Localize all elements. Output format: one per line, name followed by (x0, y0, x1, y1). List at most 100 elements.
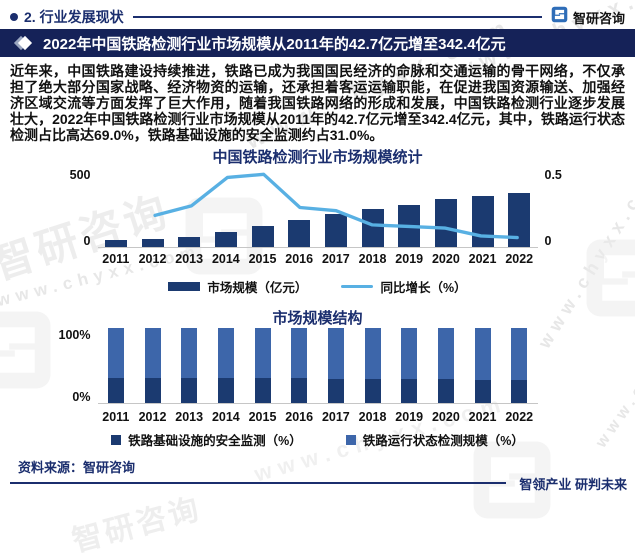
footer-divider (10, 482, 506, 484)
operation-detection-segment (145, 328, 161, 378)
structure-bar (255, 328, 271, 403)
watermark-brand: 智研咨询 (67, 484, 206, 560)
page-header: 2. 行业发展现状 智研咨询 (10, 8, 625, 26)
bullet-icon (10, 13, 18, 21)
section-label: 2. 行业发展现状 (24, 7, 124, 27)
operation-detection-segment (291, 328, 307, 378)
x-axis-label: 2017 (318, 410, 355, 424)
x-axis-label: 2015 (244, 252, 281, 266)
safety-monitoring-segment (108, 378, 124, 404)
operation-detection-segment (511, 328, 527, 380)
x-axis-label: 2019 (391, 410, 428, 424)
x-axis-label: 2013 (171, 410, 208, 424)
legend-label: 同比增长（%） (380, 277, 466, 296)
operation-detection-segment (401, 328, 417, 379)
yoy-growth-line (98, 168, 538, 247)
legend-safety-monitoring: 铁路基础设施的安全监测（%） (111, 430, 302, 449)
x-axis-label: 2012 (134, 410, 171, 424)
structure-bar (511, 328, 527, 403)
report-page: 2. 行业发展现状 智研咨询 2022年中国铁路检测行业市场规模从2011年的4… (0, 8, 635, 491)
safety-monitoring-segment (181, 378, 197, 403)
structure-left-axis: 100% 0% (52, 328, 98, 404)
operation-detection-segment (218, 328, 234, 378)
brand-logo-icon (551, 6, 568, 28)
bar-swatch-icon (168, 282, 200, 291)
x-axis-label: 2021 (464, 252, 501, 266)
safety-monitoring-segment (365, 379, 381, 403)
left-axis: 500 0 (52, 168, 98, 248)
market-size-legend: 市场规模（亿元） 同比增长（%） (0, 278, 635, 294)
summary-paragraph: 近年来，中国铁路建设持续推进，铁路已成为我国国民经济的命脉和交通运输的骨干网络，… (10, 63, 625, 143)
x-axis-label: 2018 (354, 410, 391, 424)
structure-chart: 100% 0% (0, 328, 635, 404)
right-axis-tick-min: 0 (545, 234, 552, 248)
x-axis-label: 2016 (281, 410, 318, 424)
structure-legend: 铁路基础设施的安全监测（%） 铁路运行状态检测规模（%） (0, 432, 635, 447)
operation-detection-segment (108, 328, 124, 378)
x-axis-label: 2016 (281, 252, 318, 266)
market-size-plot (98, 168, 538, 248)
x-axis-label: 2012 (134, 252, 171, 266)
x-axis-label: 2022 (501, 252, 538, 266)
structure-bar (365, 328, 381, 403)
x-axis-label: 2013 (171, 252, 208, 266)
brand-name: 智研咨询 (573, 8, 625, 27)
square-swatch-icon (111, 435, 121, 445)
headline-title: 2022年中国铁路检测行业市场规模从2011年的42.7亿元增至342.4亿元 (43, 33, 506, 54)
market-size-chart-title: 中国铁路检测行业市场规模统计 (0, 146, 635, 164)
safety-monitoring-segment (401, 379, 417, 403)
x-axis-label: 2017 (318, 252, 355, 266)
left-axis-tick-min: 0 (84, 234, 91, 248)
legend-label: 市场规模（亿元） (207, 277, 307, 296)
legend-label: 铁路运行状态检测规模（%） (363, 430, 524, 449)
structure-chart-title: 市场规模结构 (0, 307, 635, 325)
operation-detection-segment (475, 328, 491, 380)
footer-slogan: 智领产业 研判未来 (519, 474, 627, 493)
headline-banner: 2022年中国铁路检测行业市场规模从2011年的42.7亿元增至342.4亿元 (0, 29, 635, 57)
left-axis-tick-max: 500 (70, 168, 91, 182)
structure-bar (328, 328, 344, 403)
safety-monitoring-segment (255, 378, 271, 403)
operation-detection-segment (438, 328, 454, 379)
operation-detection-segment (181, 328, 197, 378)
safety-monitoring-segment (145, 378, 161, 404)
structure-plot (98, 328, 538, 404)
structure-bar (438, 328, 454, 403)
structure-bar (108, 328, 124, 403)
operation-detection-segment (365, 328, 381, 379)
square-swatch-icon (346, 435, 356, 445)
safety-monitoring-segment (291, 378, 307, 403)
x-axis-label: 2018 (354, 252, 391, 266)
data-source: 资料来源：智研咨询 (18, 457, 635, 473)
x-axis-label: 2020 (428, 252, 465, 266)
legend-label: 铁路基础设施的安全监测（%） (128, 430, 302, 449)
structure-bar (475, 328, 491, 403)
x-axis-label: 2014 (208, 252, 245, 266)
safety-monitoring-segment (218, 378, 234, 403)
structure-axis-tick-max: 100% (59, 328, 91, 342)
structure-bar (181, 328, 197, 403)
structure-bar (145, 328, 161, 403)
safety-monitoring-segment (328, 379, 344, 403)
right-axis-tick-max: 0.5 (545, 168, 562, 182)
structure-bar (218, 328, 234, 403)
x-axis-label: 2021 (464, 410, 501, 424)
x-axis-label: 2019 (391, 252, 428, 266)
x-axis-label: 2011 (98, 410, 135, 424)
operation-detection-segment (255, 328, 271, 378)
x-axis-label: 2014 (208, 410, 245, 424)
x-axis-label: 2020 (428, 410, 465, 424)
legend-market-size: 市场规模（亿元） (168, 277, 307, 296)
safety-monitoring-segment (475, 380, 491, 403)
operation-detection-segment (328, 328, 344, 379)
structure-axis-tick-min: 0% (72, 390, 90, 404)
x-axis-label: 2015 (244, 410, 281, 424)
line-swatch-icon (341, 285, 373, 288)
safety-monitoring-segment (438, 379, 454, 403)
page-footer: 智领产业 研判未来 (10, 475, 627, 491)
structure-bar (291, 328, 307, 403)
